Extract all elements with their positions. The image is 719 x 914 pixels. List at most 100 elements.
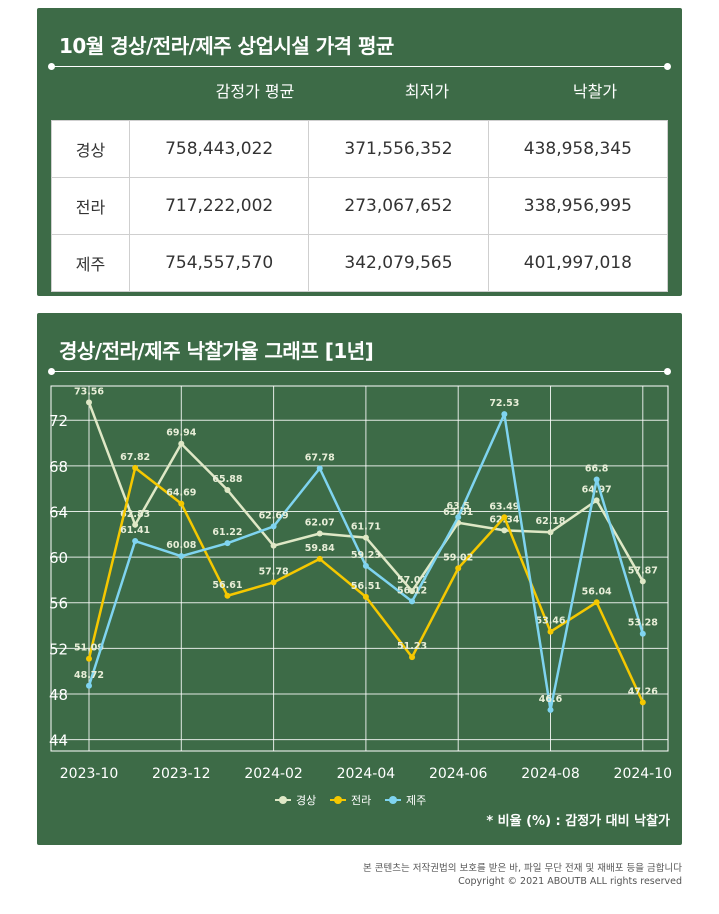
data-point (362, 593, 369, 600)
table-row: 전라 717,222,002 273,067,652 338,956,995 (51, 177, 669, 235)
data-label: 51.23 (397, 641, 427, 652)
data-point (547, 706, 554, 713)
data-point (501, 411, 508, 418)
chart-title: 경상/전라/제주 낙찰가율 그래프 [1년] (59, 339, 374, 363)
data-point (593, 476, 600, 483)
value-cell: 273,067,652 (308, 177, 489, 235)
legend-label: 전라 (351, 794, 371, 807)
col-header-appraisal: 감정가 평균 (215, 82, 295, 101)
x-tick-label: 2023-12 (152, 766, 211, 782)
data-point (639, 578, 646, 585)
data-label: 57.87 (628, 565, 658, 576)
value-cell: 342,079,565 (308, 234, 489, 292)
data-point (86, 655, 92, 662)
y-tick-label: 60 (49, 549, 68, 567)
value-cell: 401,997,018 (487, 234, 669, 292)
data-label: 59.23 (351, 550, 381, 561)
data-point (362, 562, 369, 569)
data-point (224, 592, 231, 599)
line-chart: 44 48 52 56 60 64 68 72 2023-10 2023-12 2024-02 202… (49, 385, 673, 807)
data-label: 67.82 (120, 452, 150, 463)
data-label: 56.51 (351, 581, 381, 592)
data-point (224, 487, 231, 494)
title-divider (48, 63, 671, 70)
data-label: 62.69 (259, 510, 289, 521)
region-cell: 제주 (51, 234, 130, 292)
data-point (639, 699, 646, 706)
data-point (593, 599, 600, 606)
value-cell: 758,443,022 (128, 120, 310, 178)
x-tick-label: 2023-10 (60, 766, 119, 782)
data-label: 59.02 (443, 552, 473, 563)
legend-marker (389, 796, 397, 804)
legend-label: 경상 (296, 794, 316, 807)
data-point (316, 530, 323, 537)
y-tick-label: 72 (49, 412, 68, 430)
data-point (316, 555, 323, 562)
table-row: 경상 758,443,022 371,556,352 438,958,345 (51, 120, 669, 178)
data-point (178, 553, 185, 560)
data-label: 62.83 (120, 509, 150, 520)
table-title: 10월 경상/전라/제주 상업시설 가격 평균 (59, 34, 394, 58)
data-label: 63.5 (446, 501, 469, 512)
data-label: 72.53 (489, 398, 519, 409)
chart-title-divider (48, 368, 671, 375)
plot-frame (50, 385, 669, 752)
data-point (362, 534, 369, 541)
value-cell: 754,557,570 (128, 234, 310, 292)
data-label: 62.18 (535, 516, 565, 527)
data-label: 47.26 (628, 686, 658, 697)
ratio-note: * 비율 (%) : 감정가 대비 낙찰가 (486, 814, 670, 829)
data-point (270, 579, 277, 586)
y-tick-label: 64 (49, 503, 68, 521)
data-label: 66.8 (585, 464, 609, 475)
data-point (547, 529, 554, 536)
data-point (409, 588, 416, 595)
data-point (178, 440, 185, 447)
data-label: 57.78 (259, 566, 289, 577)
data-label: 63.49 (489, 501, 519, 512)
data-point (593, 497, 600, 504)
data-label: 51.09 (74, 643, 104, 654)
data-label: 73.56 (74, 386, 104, 397)
y-tick-label: 68 (49, 458, 68, 476)
data-label: 64.97 (582, 484, 612, 495)
data-point (316, 465, 323, 472)
x-tick-label: 2024-10 (614, 766, 673, 782)
data-point (501, 514, 508, 521)
data-label: 46.6 (539, 694, 563, 705)
region-cell: 경상 (51, 120, 130, 178)
data-point (639, 630, 646, 637)
data-point (455, 514, 462, 521)
data-label: 60.08 (166, 540, 196, 551)
data-point (270, 542, 277, 549)
value-cell: 438,958,345 (487, 120, 669, 178)
legend-marker (279, 796, 287, 804)
data-point (547, 628, 554, 635)
col-header-minimum: 최저가 (404, 82, 450, 101)
copyright-notice: 본 콘텐츠는 저작권법의 보호를 받은 바, 파일 무단 전재 및 재배포 등을… (363, 863, 682, 874)
x-tick-label: 2024-08 (521, 766, 580, 782)
price-table-panel: 10월 경상/전라/제주 상업시설 가격 평균 감정가 평균 최저가 낙찰가 경… (37, 8, 682, 296)
y-tick-label: 44 (49, 732, 68, 750)
data-label: 65.88 (212, 474, 242, 485)
data-point (86, 682, 92, 689)
data-label: 57.02 (397, 575, 427, 586)
data-label: 64.69 (166, 488, 196, 499)
data-label: 53.28 (628, 618, 658, 629)
data-label: 56.61 (212, 580, 242, 591)
region-cell: 전라 (51, 177, 130, 235)
col-header-winning: 낙찰가 (572, 82, 618, 101)
x-tick-label: 2024-06 (429, 766, 488, 782)
data-point (409, 654, 416, 661)
data-point (455, 565, 462, 572)
data-point (224, 540, 231, 547)
x-tick-label: 2024-04 (337, 766, 396, 782)
data-label: 67.78 (305, 452, 335, 463)
y-tick-label: 48 (49, 686, 68, 704)
value-cell: 338,956,995 (487, 177, 669, 235)
value-cell: 717,222,002 (128, 177, 310, 235)
data-label: 59.84 (305, 543, 335, 554)
data-label: 61.22 (212, 527, 242, 538)
chart-panel: 경상/전라/제주 낙찰가율 그래프 [1년] 44 48 52 56 60 64 68 72 2… (37, 313, 682, 845)
